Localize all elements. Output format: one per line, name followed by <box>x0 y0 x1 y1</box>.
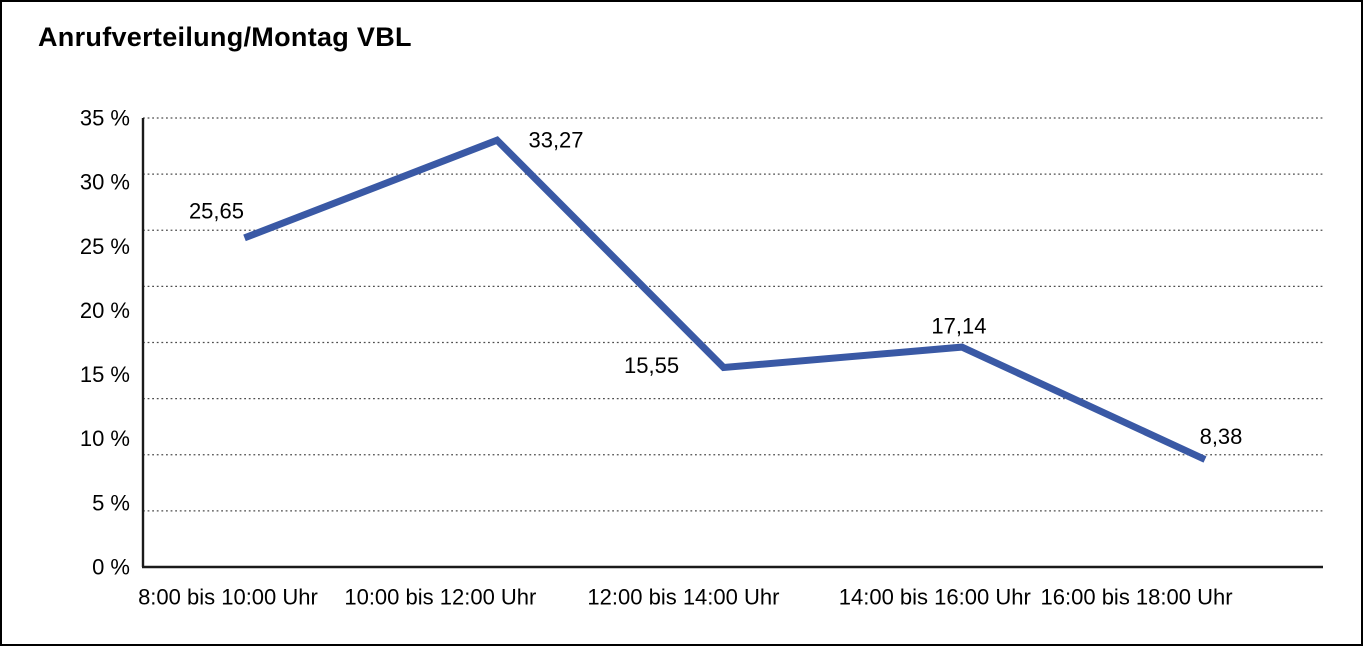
data-point-label: 8,38 <box>1200 424 1243 449</box>
x-tick-label: 8:00 bis 10:00 Uhr <box>138 585 318 610</box>
chart-title: Anrufverteilung/Montag VBL <box>38 22 412 52</box>
data-point-label: 33,27 <box>528 128 583 153</box>
y-tick-label: 30 % <box>80 170 130 195</box>
y-tick-label: 25 % <box>80 234 130 259</box>
y-tick-label: 10 % <box>80 426 130 451</box>
data-point-label: 25,65 <box>189 198 244 223</box>
data-point-label: 15,55 <box>624 353 679 378</box>
x-tick-label: 16:00 bis 18:00 Uhr <box>1041 585 1233 610</box>
y-tick-label: 20 % <box>80 298 130 323</box>
data-line <box>243 136 1207 463</box>
y-tick-label: 15 % <box>80 362 130 387</box>
x-tick-label: 10:00 bis 12:00 Uhr <box>344 585 536 610</box>
data-point-label: 17,14 <box>931 314 986 339</box>
x-tick-label: 14:00 bis 16:00 Uhr <box>839 585 1031 610</box>
y-tick-label: 5 % <box>92 490 130 515</box>
y-tick-label: 35 % <box>80 106 130 131</box>
x-tick-label: 12:00 bis 14:00 Uhr <box>587 585 779 610</box>
y-tick-label: 0 % <box>92 555 130 580</box>
